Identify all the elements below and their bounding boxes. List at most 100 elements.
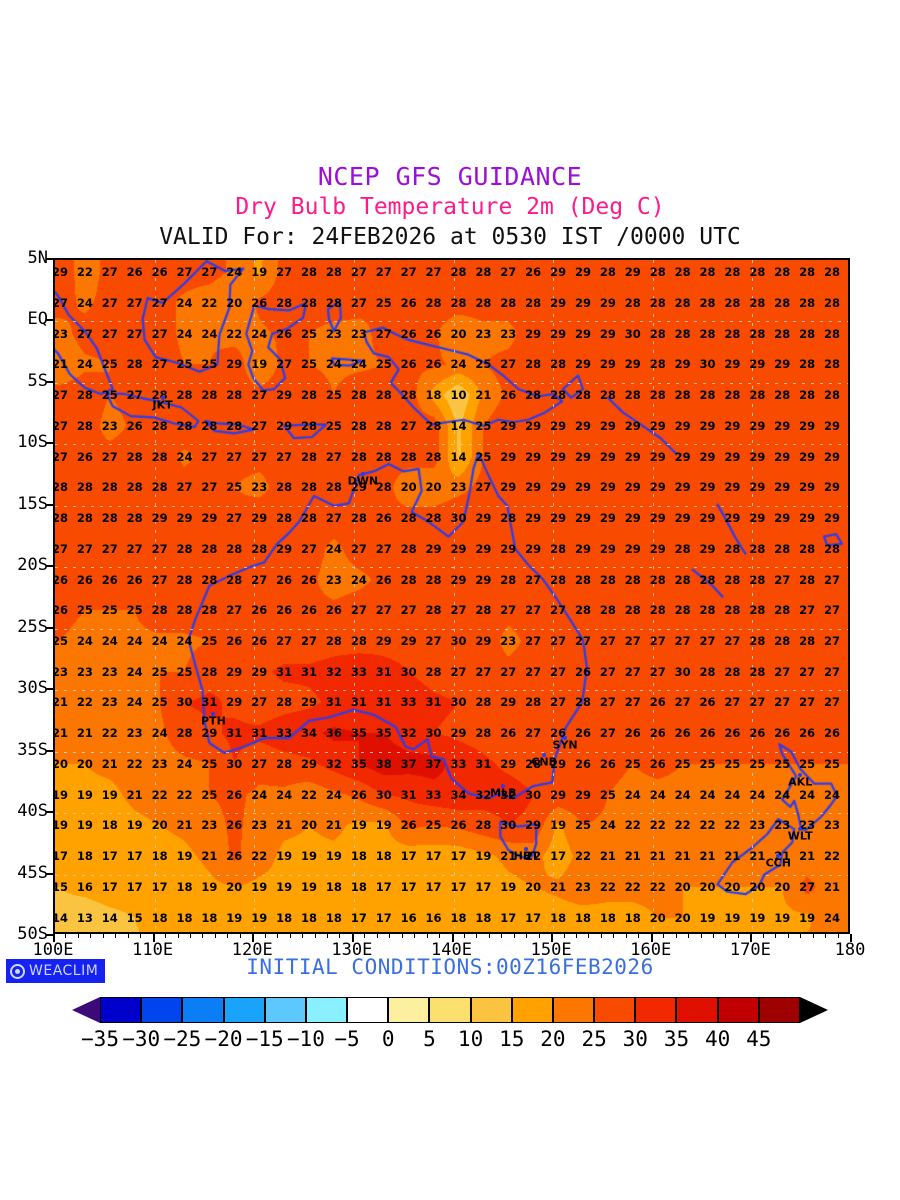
temperature-value: 28: [525, 388, 542, 403]
temperature-value: 28: [53, 480, 68, 495]
x-axis-tick: [750, 934, 753, 942]
temperature-value: 28: [126, 449, 143, 464]
temperature-value: 21: [126, 787, 143, 802]
temperature-value: 10: [450, 388, 467, 403]
temperature-value: 32: [325, 756, 342, 771]
temperature-value: 26: [574, 664, 592, 679]
temperature-value: 21: [201, 849, 218, 864]
temperature-value: 29: [226, 357, 243, 372]
temperature-value: 21: [624, 849, 641, 864]
temperature-value: 17: [126, 879, 143, 894]
temperature-value: 27: [400, 603, 417, 618]
temperature-value: 28: [525, 756, 542, 771]
temperature-value: 28: [799, 541, 816, 556]
temperature-value: 27: [724, 695, 741, 710]
temperature-value: 31: [375, 695, 392, 710]
temperature-value: 29: [624, 265, 641, 280]
temperature-value: 29: [475, 541, 492, 556]
temperature-value: 29: [251, 511, 268, 526]
temperature-value: 18: [176, 910, 193, 925]
temperature-value: 25: [724, 756, 741, 771]
temperature-value: 29: [624, 511, 641, 526]
temperature-value: 31: [226, 726, 243, 741]
temperature-value: 28: [400, 388, 417, 403]
temperature-value: 25: [101, 388, 118, 403]
x-axis-minor-tick: [152, 934, 154, 938]
temperature-value: 23: [824, 818, 841, 833]
y-axis-label: 10S: [17, 432, 48, 453]
city-label-hbt: HBT: [513, 849, 539, 863]
gridline-vertical: [553, 260, 555, 932]
temperature-value: 21: [649, 849, 666, 864]
temperature-value: 27: [525, 664, 542, 679]
temperature-value: 25: [574, 818, 592, 833]
x-axis-minor-tick: [675, 934, 677, 938]
temperature-value: 26: [649, 726, 666, 741]
temperature-value: 29: [550, 449, 567, 464]
temperature-value: 28: [674, 541, 691, 556]
temperature-value: 27: [400, 265, 417, 280]
city-marker-dot: [798, 827, 803, 832]
temperature-value: 28: [724, 603, 741, 618]
temperature-value: 27: [226, 511, 243, 526]
x-axis-minor-tick: [314, 934, 316, 938]
temperature-value: 29: [624, 418, 641, 433]
temperature-value: 22: [599, 879, 616, 894]
temperature-value: 19: [699, 910, 716, 925]
colorbar-tick-label: 15: [499, 1027, 525, 1051]
temperature-value: 25: [176, 664, 193, 679]
temperature-value: 22: [674, 818, 691, 833]
temperature-value: 28: [301, 296, 318, 311]
temperature-value: 19: [251, 357, 268, 372]
colorbar-tick-label: 35: [663, 1027, 690, 1051]
x-axis-minor-tick: [451, 934, 453, 938]
x-axis-minor-tick: [189, 934, 191, 938]
temperature-value: 24: [824, 787, 841, 802]
temperature-value: 25: [201, 357, 218, 372]
temperature-value: 28: [574, 572, 592, 587]
x-axis-minor-tick: [762, 934, 764, 938]
colorbar-tick-label: −20: [204, 1027, 243, 1051]
temperature-value: 29: [799, 511, 816, 526]
temperature-value: 26: [500, 388, 517, 403]
x-axis-minor-tick: [563, 934, 565, 938]
temperature-value: 27: [201, 449, 218, 464]
temperature-value: 27: [500, 265, 517, 280]
temperature-value: 27: [76, 541, 93, 556]
temperature-value: 25: [53, 634, 68, 649]
temperature-value: 28: [176, 388, 193, 403]
temperature-value: 25: [176, 357, 193, 372]
temperature-value: 20: [400, 480, 417, 495]
map-plot-area[interactable]: 29 22 27 26 26 27 27 24 19 27 28 28 27 27 27 27 28 28 27 26…: [53, 258, 850, 934]
temperature-value: 27: [649, 634, 666, 649]
temperature-value: 19: [301, 879, 318, 894]
temperature-value: 28: [550, 388, 567, 403]
temperature-value: 18: [325, 910, 342, 925]
temperature-value: 27: [276, 265, 293, 280]
temperature-value: 27: [599, 634, 616, 649]
temperature-value: 29: [550, 326, 567, 341]
temperature-value: 23: [325, 572, 342, 587]
temperature-value: 29: [599, 449, 616, 464]
temperature-value: 28: [674, 296, 691, 311]
temperature-value: 27: [749, 695, 766, 710]
temperature-value: 29: [375, 634, 392, 649]
temperature-value: 18: [425, 388, 442, 403]
temperature-value: 28: [400, 449, 417, 464]
temperature-value: 19: [276, 849, 293, 864]
temperature-value: 24: [176, 326, 193, 341]
temperature-value: 25: [325, 388, 342, 403]
temperature-value: 24: [350, 572, 367, 587]
temperature-value: 26: [276, 326, 293, 341]
colorbar[interactable]: −35 −30 −25 −20 −15 −10 −5 0 5 10 15 20 25 30 35 40 45: [72, 997, 828, 1051]
temperature-value: 18: [624, 910, 641, 925]
temperature-value: 29: [550, 480, 567, 495]
temperature-value: 19: [53, 818, 68, 833]
temperature-value: 21: [749, 849, 766, 864]
temperature-value: 17: [450, 849, 467, 864]
temperature-value: 23: [151, 756, 168, 771]
temperature-value: 28: [375, 449, 392, 464]
temperature-value: 26: [624, 726, 641, 741]
temperature-value: 28: [276, 511, 293, 526]
temperature-value: 28: [375, 388, 392, 403]
